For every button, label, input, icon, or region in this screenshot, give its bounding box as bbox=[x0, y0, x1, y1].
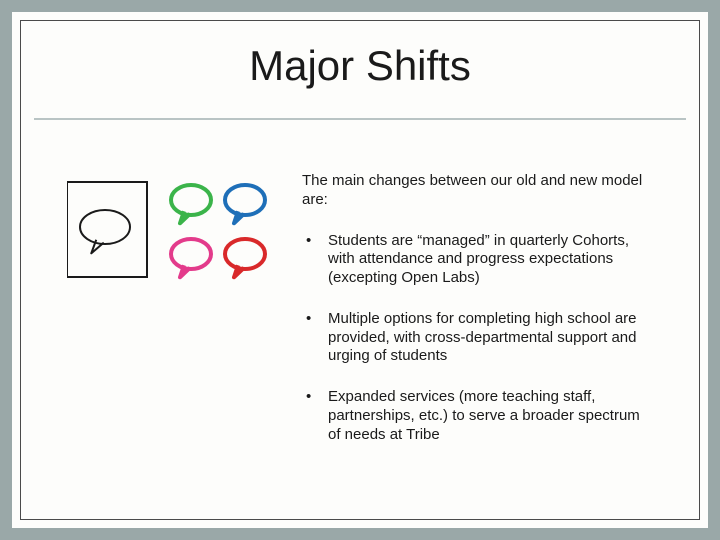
intro-text: The main changes between our old and new… bbox=[302, 172, 653, 210]
bullet-item: Multiple options for completing high sch… bbox=[302, 310, 653, 366]
slide-outer-border: Major Shifts The main changes between ou… bbox=[0, 0, 720, 540]
title-divider bbox=[34, 118, 686, 120]
body-text: The main changes between our old and new… bbox=[302, 172, 653, 466]
bullet-list: Students are “managed” in quarterly Coho… bbox=[302, 232, 653, 445]
slide-title: Major Shifts bbox=[12, 42, 708, 90]
bullet-item: Expanded services (more teaching staff, … bbox=[302, 388, 653, 444]
bullet-item: Students are “managed” in quarterly Coho… bbox=[302, 232, 653, 288]
speech-bubble-illustration bbox=[67, 172, 267, 292]
